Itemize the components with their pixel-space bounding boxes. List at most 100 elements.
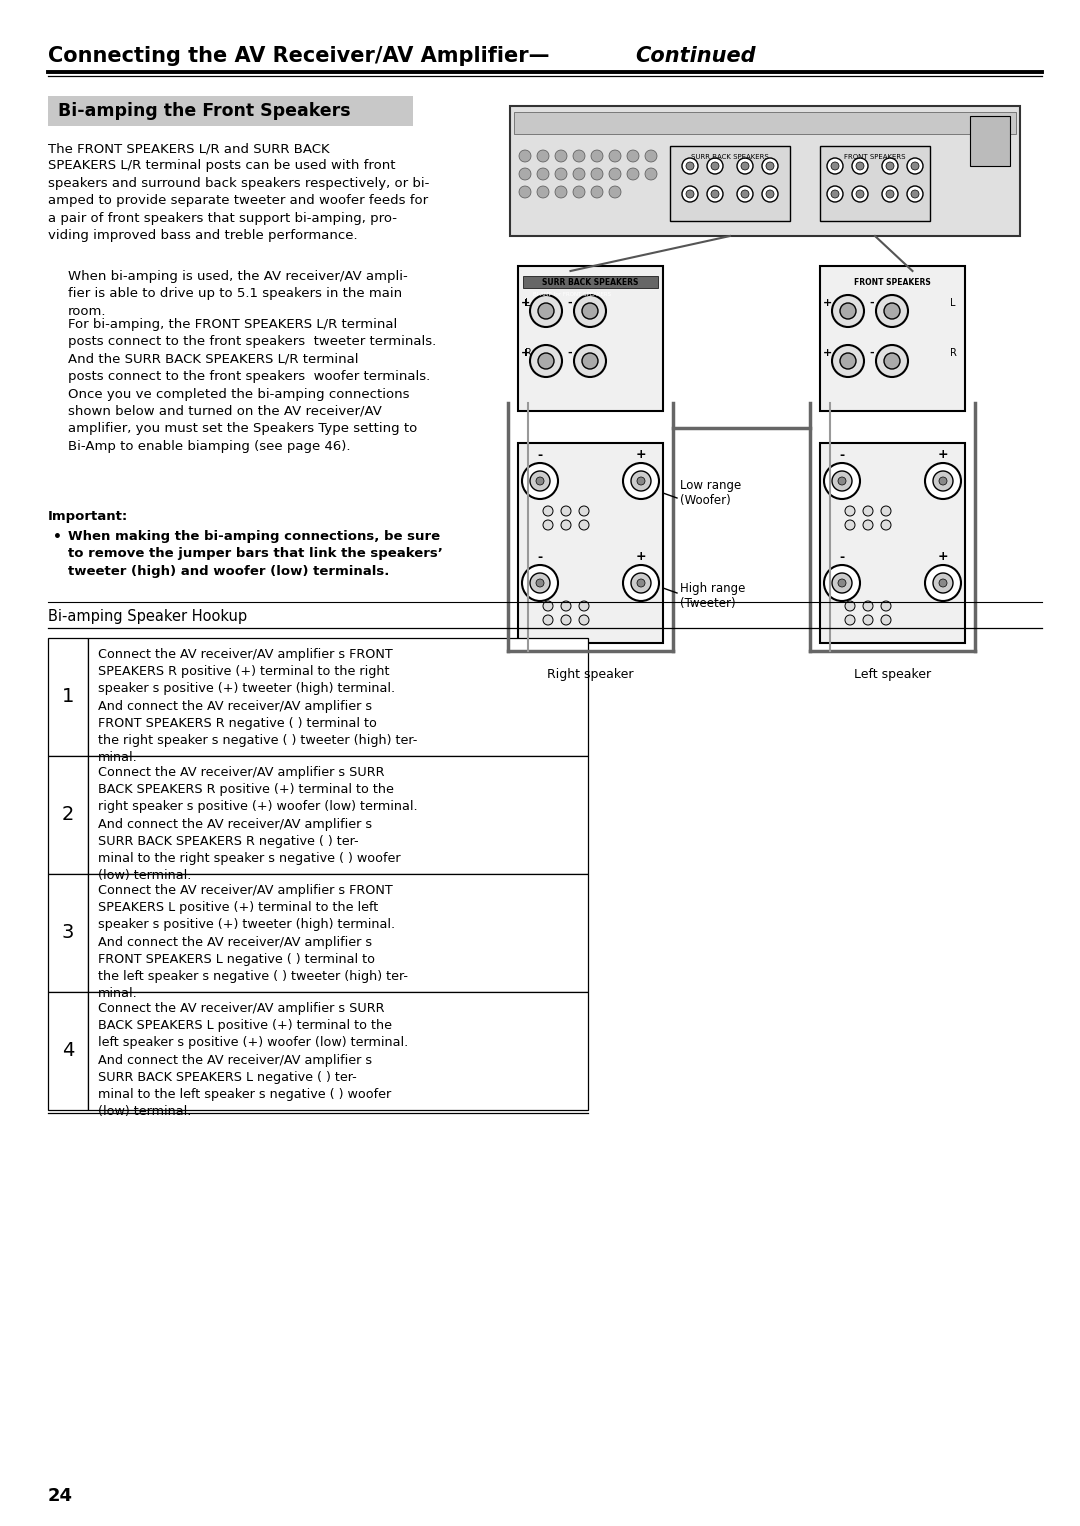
Circle shape	[852, 159, 868, 174]
Text: -: -	[538, 551, 542, 563]
Text: -: -	[839, 551, 845, 563]
Circle shape	[536, 478, 544, 485]
Text: -: -	[568, 348, 572, 359]
Circle shape	[885, 304, 900, 319]
Circle shape	[882, 159, 897, 174]
Text: Low range
(Woofer): Low range (Woofer)	[680, 479, 741, 507]
Circle shape	[876, 345, 908, 377]
Text: FRONT SPEAKERS: FRONT SPEAKERS	[845, 154, 906, 160]
Text: High range
(Tweeter): High range (Tweeter)	[680, 581, 745, 610]
Circle shape	[573, 345, 606, 377]
Circle shape	[832, 572, 852, 594]
Circle shape	[543, 601, 553, 610]
Text: FRONT SPEAKERS: FRONT SPEAKERS	[854, 278, 931, 287]
Circle shape	[863, 507, 873, 516]
Circle shape	[907, 186, 923, 201]
Circle shape	[543, 507, 553, 516]
Circle shape	[886, 162, 894, 169]
Circle shape	[939, 478, 947, 485]
Circle shape	[852, 186, 868, 201]
Bar	[87, 755, 588, 874]
Circle shape	[519, 168, 531, 180]
Circle shape	[609, 186, 621, 198]
Circle shape	[881, 520, 891, 530]
Circle shape	[824, 462, 860, 499]
Circle shape	[519, 186, 531, 198]
Circle shape	[637, 578, 645, 588]
Text: Bi-amping Speaker Hookup: Bi-amping Speaker Hookup	[48, 609, 247, 624]
Circle shape	[881, 507, 891, 516]
Circle shape	[637, 478, 645, 485]
Circle shape	[827, 159, 843, 174]
Circle shape	[609, 168, 621, 180]
Circle shape	[573, 186, 585, 198]
Bar	[48, 638, 87, 755]
Circle shape	[522, 565, 558, 601]
Circle shape	[856, 162, 864, 169]
Bar	[514, 111, 1016, 134]
Circle shape	[840, 353, 856, 369]
Circle shape	[519, 150, 531, 162]
Circle shape	[591, 186, 603, 198]
Circle shape	[645, 168, 657, 180]
Circle shape	[573, 295, 606, 327]
Text: Connect the AV receiver/AV amplifier s FRONT
SPEAKERS L positive (+) terminal to: Connect the AV receiver/AV amplifier s F…	[98, 884, 408, 1000]
Circle shape	[881, 615, 891, 626]
Text: For bi-amping, the FRONT SPEAKERS L/R terminal
posts connect to the front speake: For bi-amping, the FRONT SPEAKERS L/R te…	[68, 317, 436, 453]
Text: Right speaker: Right speaker	[548, 668, 634, 681]
Circle shape	[530, 572, 550, 594]
Text: Connect the AV receiver/AV amplifier s FRONT
SPEAKERS R positive (+) terminal to: Connect the AV receiver/AV amplifier s F…	[98, 649, 417, 765]
Circle shape	[741, 162, 750, 169]
Circle shape	[561, 507, 571, 516]
Circle shape	[845, 507, 855, 516]
Circle shape	[885, 353, 900, 369]
Text: +: +	[636, 449, 646, 461]
Text: +: +	[522, 298, 530, 308]
Text: BI-AMP for FRONT SPEAKERS: BI-AMP for FRONT SPEAKERS	[534, 291, 611, 296]
Circle shape	[863, 615, 873, 626]
Circle shape	[863, 520, 873, 530]
Text: When making the bi-amping connections, be sure
to remove the jumper bars that li: When making the bi-amping connections, b…	[68, 530, 443, 578]
Bar	[510, 105, 1020, 237]
Bar	[970, 116, 1010, 166]
Circle shape	[912, 191, 919, 198]
Text: +: +	[522, 348, 530, 359]
Circle shape	[681, 186, 698, 201]
Circle shape	[838, 478, 846, 485]
Bar	[48, 755, 87, 874]
Circle shape	[882, 186, 897, 201]
Circle shape	[824, 565, 860, 601]
Circle shape	[579, 601, 589, 610]
Bar	[820, 146, 930, 221]
Circle shape	[741, 191, 750, 198]
Circle shape	[591, 168, 603, 180]
Text: •: •	[53, 530, 62, 543]
Text: Important:: Important:	[48, 510, 129, 523]
Circle shape	[912, 162, 919, 169]
Circle shape	[591, 150, 603, 162]
Bar	[87, 638, 588, 755]
Text: Connecting the AV Receiver/AV Amplifier—: Connecting the AV Receiver/AV Amplifier—	[48, 46, 550, 66]
Circle shape	[536, 578, 544, 588]
Text: L: L	[525, 298, 530, 308]
Circle shape	[933, 472, 953, 491]
Circle shape	[762, 159, 778, 174]
Circle shape	[711, 162, 719, 169]
Circle shape	[530, 295, 562, 327]
Circle shape	[686, 162, 694, 169]
Bar	[87, 992, 588, 1109]
Circle shape	[627, 150, 639, 162]
Bar	[670, 146, 789, 221]
Circle shape	[573, 150, 585, 162]
Circle shape	[845, 601, 855, 610]
Text: R: R	[525, 348, 531, 359]
Bar	[820, 443, 966, 642]
Circle shape	[537, 168, 549, 180]
Text: -: -	[869, 298, 875, 308]
Circle shape	[762, 186, 778, 201]
Bar	[820, 266, 966, 410]
Text: +: +	[823, 298, 833, 308]
Circle shape	[579, 615, 589, 626]
Text: +: +	[937, 551, 948, 563]
Circle shape	[681, 159, 698, 174]
